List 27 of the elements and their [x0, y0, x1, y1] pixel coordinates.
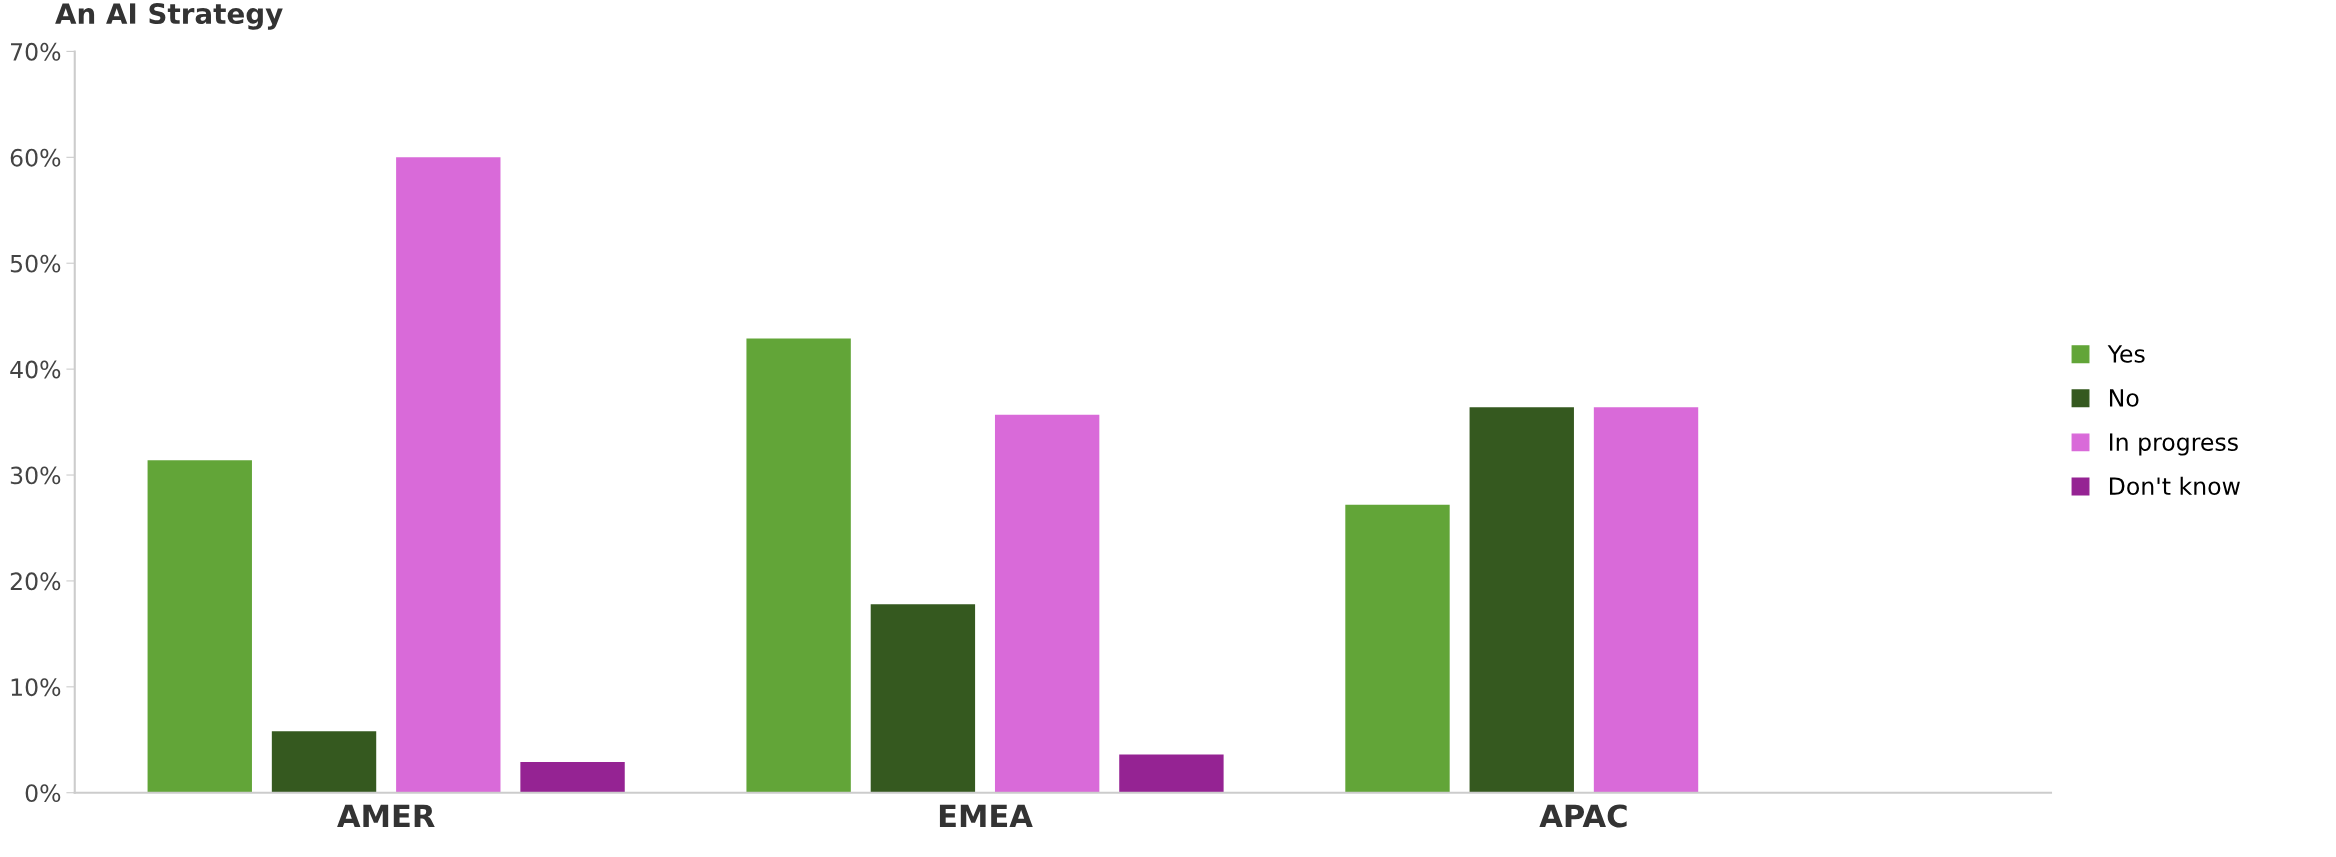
x-tick-label: APAC: [1539, 804, 1627, 828]
y-tick-label: 0%: [25, 784, 61, 803]
x-tick-label: AMER: [337, 804, 435, 828]
y-tick-label: 10%: [11, 678, 61, 697]
x-tick-label: EMEA: [939, 804, 1033, 828]
bar: [1469, 407, 1574, 793]
bar: [147, 460, 252, 793]
legend-label: Don't know: [2109, 476, 2240, 496]
bar: [271, 731, 377, 793]
bar: [870, 604, 976, 793]
bar: [994, 414, 1100, 793]
y-tick-label: 30%: [10, 466, 61, 485]
chart-title: An AI Strategy: [55, 3, 283, 30]
legend-label: Yes: [2107, 345, 2145, 363]
y-tick-label: 50%: [10, 254, 61, 273]
y-tick-label: 40%: [10, 360, 61, 379]
legend-label: In progress: [2109, 433, 2238, 456]
y-tick-label: 20%: [10, 572, 61, 591]
legend-label: No: [2109, 389, 2139, 407]
bar: [1593, 407, 1699, 793]
y-tick-label: 60%: [10, 148, 61, 167]
bar: [396, 157, 501, 793]
bar: [1119, 754, 1224, 793]
bar: [1345, 504, 1450, 793]
y-tick-label: 70%: [11, 42, 61, 61]
bar: [520, 762, 625, 793]
bar: [746, 338, 851, 793]
